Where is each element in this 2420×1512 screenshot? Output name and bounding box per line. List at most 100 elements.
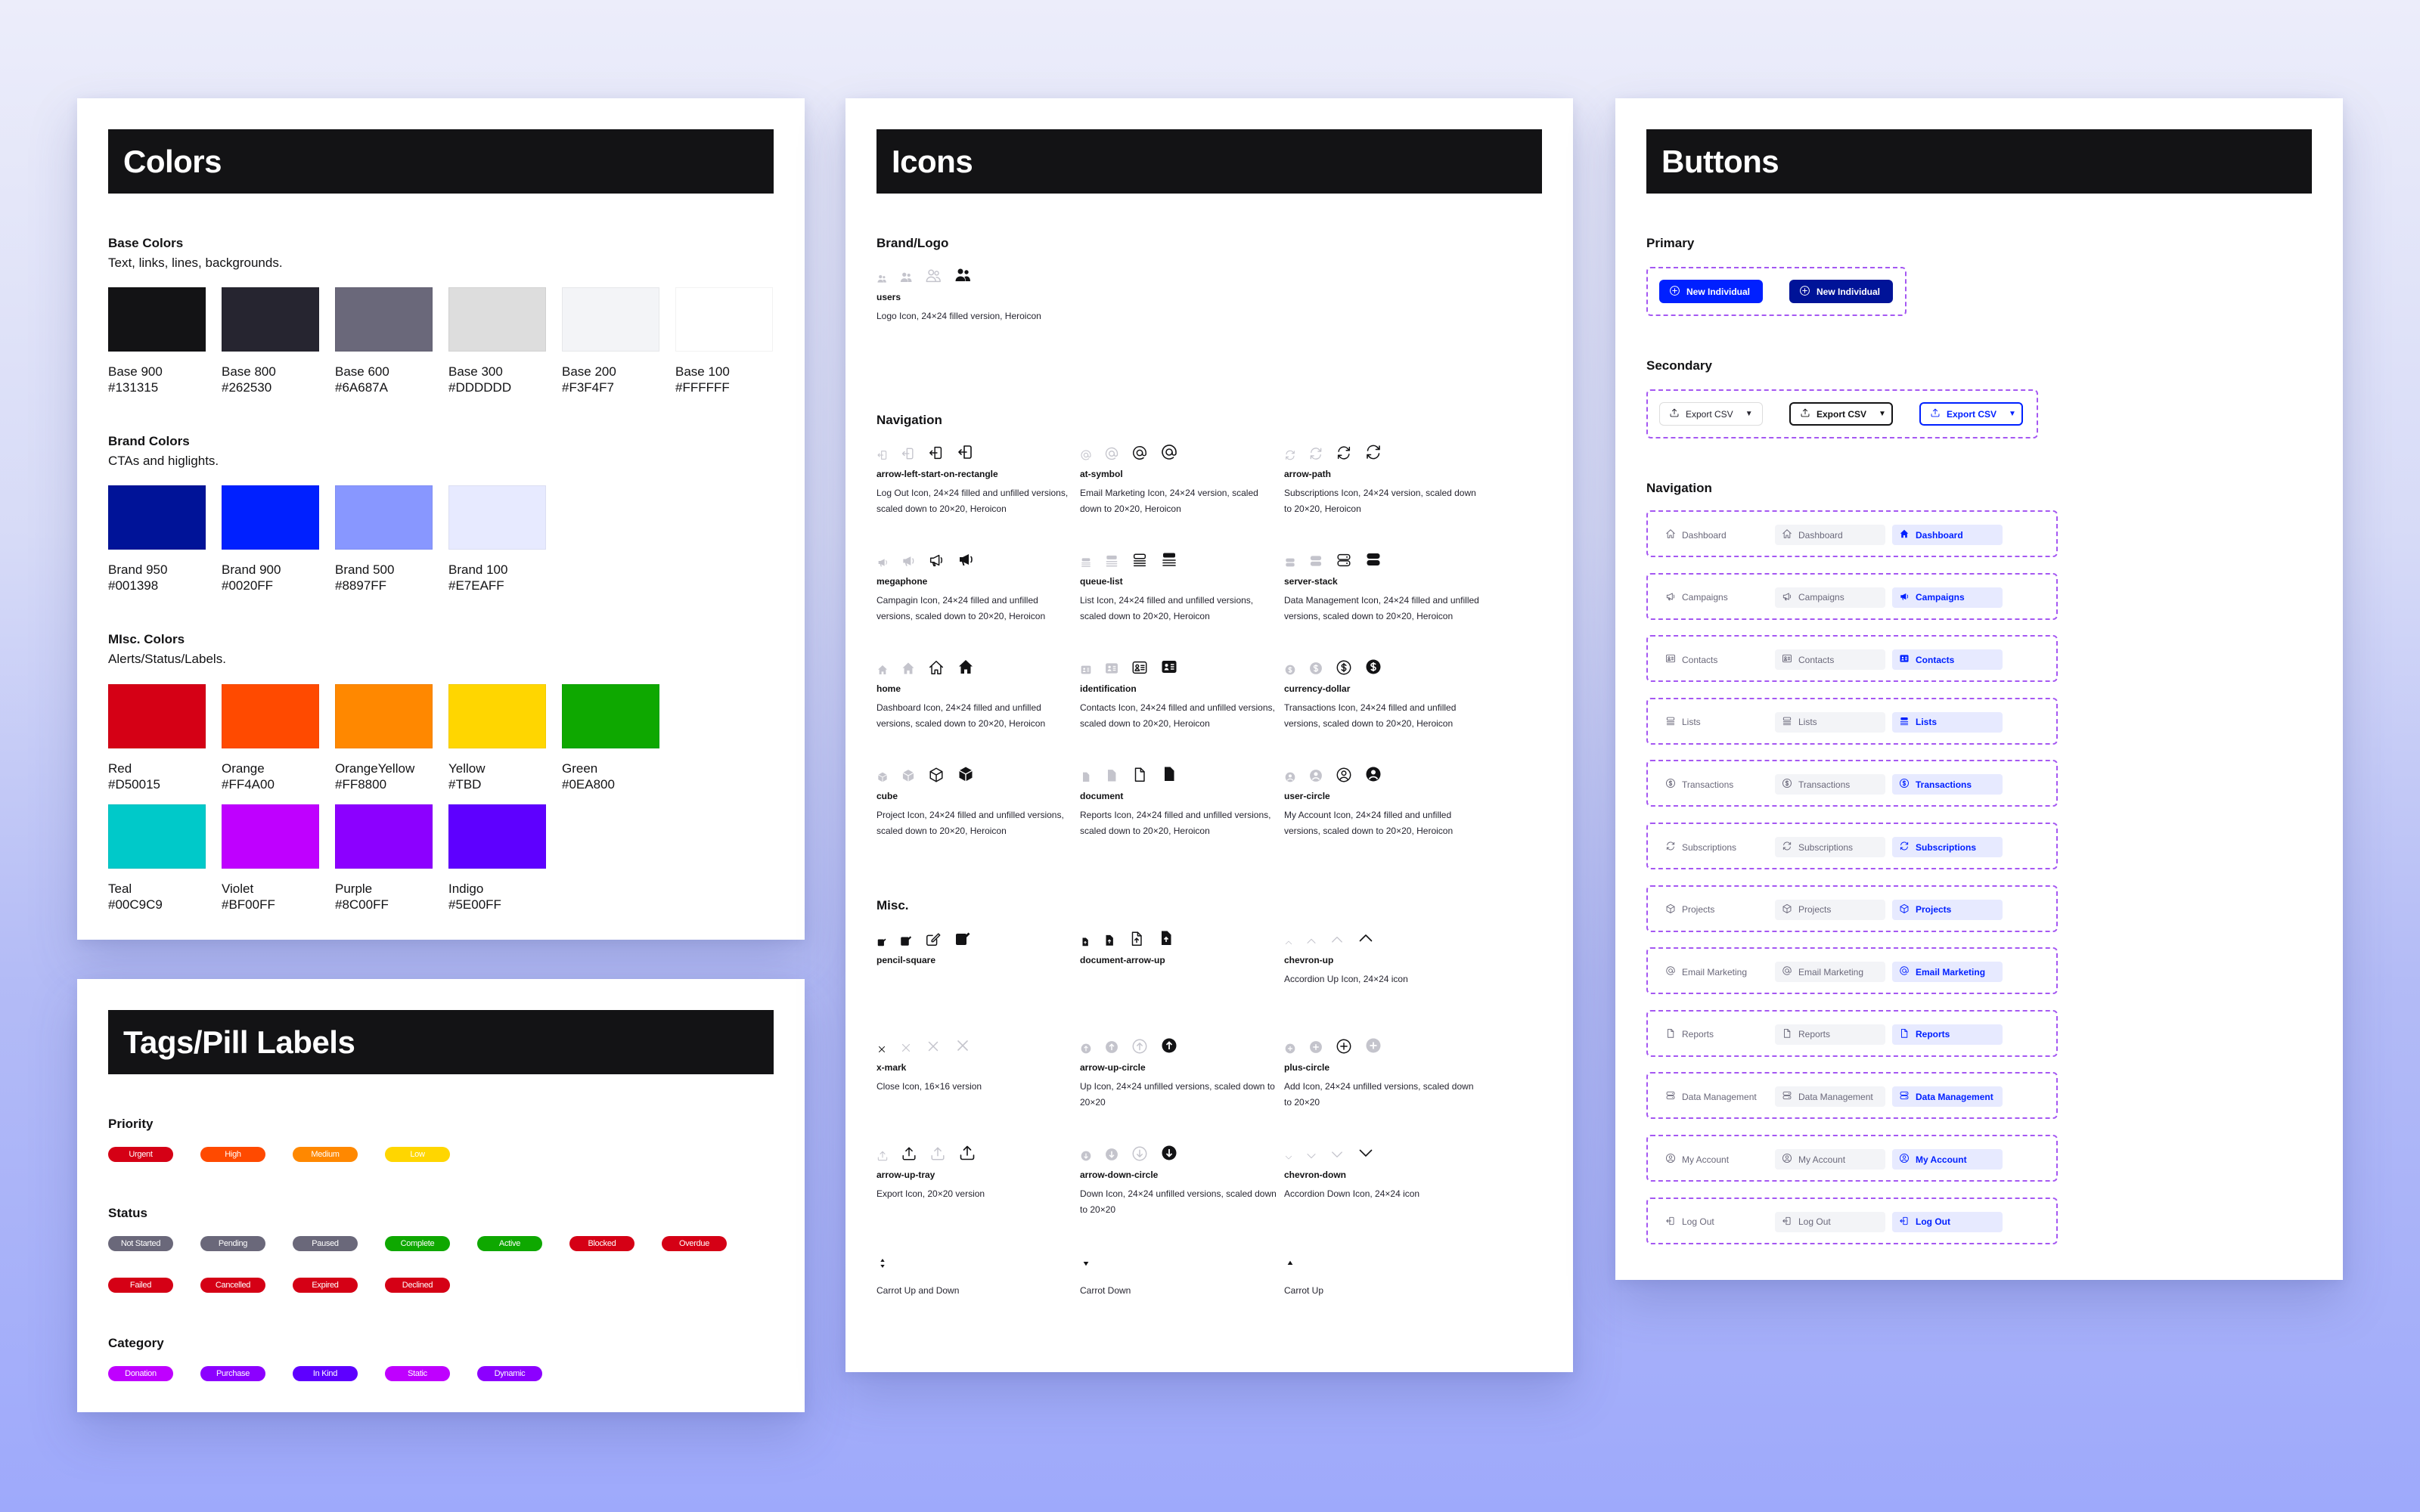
icon-description: Project Icon, 24×24 filled and unfilled … — [876, 810, 1064, 836]
document-icon — [1104, 768, 1119, 783]
home-icon — [1665, 528, 1676, 541]
nav-item-projects-default[interactable]: Projects — [1658, 900, 1769, 920]
icon-description: Logo Icon, 24×24 filled version, Heroico… — [876, 311, 1041, 321]
user-circle-icon — [1308, 768, 1323, 783]
queue-list-icon — [1104, 553, 1119, 569]
icon-description: Reports Icon, 24×24 filled and unfilled … — [1080, 810, 1271, 836]
nav-item-transactions-active[interactable]: Transactions — [1892, 774, 2003, 795]
nav-item-label: Email Marketing — [1798, 966, 1864, 978]
arrow-down-circle-icon — [1080, 1150, 1092, 1162]
nav-item-dashboard-active[interactable]: Dashboard — [1892, 525, 2003, 545]
swatch-hex: #FFFFFF — [675, 380, 730, 395]
pencil-square-icon — [876, 937, 887, 947]
swatch-hex: #6A687A — [335, 380, 388, 395]
nav-item-subscriptions-default[interactable]: Subscriptions — [1658, 837, 1769, 857]
arrow-left-start-on-rectangle-icon — [1899, 1216, 1910, 1228]
arrow-up-circle-icon — [1080, 1043, 1092, 1055]
icon-cell-document-arrow-up: document-arrow-up — [1080, 926, 1277, 965]
nav-item-my-account-active[interactable]: My Account — [1892, 1149, 2003, 1170]
nav-item-contacts-active[interactable]: Contacts — [1892, 649, 2003, 671]
nav-item-reports-default[interactable]: Reports — [1658, 1024, 1769, 1045]
at-symbol-icon — [1782, 965, 1792, 978]
nav-item-subscriptions-hover[interactable]: Subscriptions — [1775, 837, 1885, 857]
color-chip — [335, 485, 433, 550]
icon-cell-at-symbol: at-symbol Email Marketing Icon, 24×24 ver… — [1080, 440, 1277, 517]
swatch-name: Indigo — [448, 881, 484, 896]
export-csv-button-hover[interactable]: Export CSV ▼ — [1789, 402, 1893, 426]
nav-item-my-account-hover[interactable]: My Account — [1775, 1149, 1885, 1170]
icon-variants — [1080, 762, 1277, 783]
export-csv-button-active[interactable]: Export CSV ▼ — [1919, 402, 2023, 426]
nav-item-my-account-default[interactable]: My Account — [1658, 1149, 1769, 1170]
pill-label: Not Started — [108, 1236, 173, 1251]
nav-item-projects-hover[interactable]: Projects — [1775, 899, 1885, 920]
color-chip — [562, 684, 659, 748]
nav-item-projects-active[interactable]: Projects — [1892, 899, 2003, 920]
nav-item-lists-active[interactable]: Lists — [1892, 711, 2003, 733]
pill-label: Low — [385, 1147, 450, 1162]
nav-item-label: Data Management — [1916, 1091, 1993, 1102]
home-icon — [1899, 528, 1910, 541]
swatch-hex: #8C00FF — [335, 897, 389, 912]
server-stack-icon — [1284, 556, 1296, 569]
new-individual-button-hover[interactable]: New Individual — [1789, 280, 1893, 303]
nav-item-lists-hover[interactable]: Lists — [1775, 711, 1885, 733]
icon-cell-megaphone: megaphone Campagin Icon, 24×24 filled and… — [876, 547, 1073, 624]
new-individual-button-default[interactable]: New Individual — [1659, 280, 1763, 303]
icon-name: megaphone — [876, 576, 928, 587]
nav-item-lists-default[interactable]: Lists — [1658, 712, 1769, 733]
nav-item-dashboard-default[interactable]: Dashboard — [1658, 525, 1769, 545]
at-symbol-icon — [1899, 965, 1910, 978]
button-label: Export CSV — [1947, 408, 1997, 420]
nav-item-transactions-default[interactable]: Transactions — [1658, 774, 1769, 795]
nav-item-contacts-hover[interactable]: Contacts — [1775, 649, 1885, 671]
export-csv-button-default[interactable]: Export CSV ▼ — [1659, 402, 1763, 426]
at-symbol-icon — [1160, 443, 1178, 461]
server-stack-icon — [1665, 1090, 1676, 1103]
identification-icon — [1665, 653, 1676, 666]
icon-name: chevron-down — [1284, 1170, 1347, 1180]
priority-pills: Urgent High Medium Low — [108, 1147, 450, 1162]
icon-name: user-circle — [1284, 791, 1330, 801]
nav-item-label: Lists — [1682, 717, 1701, 728]
nav-item-reports-hover[interactable]: Reports — [1775, 1024, 1885, 1045]
nav-item-contacts-default[interactable]: Contacts — [1658, 649, 1769, 670]
icon-variants — [876, 1033, 1073, 1055]
nav-item-label: Campaigns — [1682, 592, 1728, 603]
nav-item-email-marketing-active[interactable]: Email Marketing — [1892, 962, 2003, 983]
color-swatch: Base 300 #DDDDDD — [448, 287, 546, 395]
at-symbol-icon — [1104, 446, 1119, 461]
megaphone-icon — [1782, 591, 1792, 604]
server-stack-icon — [1364, 550, 1382, 569]
nav-item-reports-active[interactable]: Reports — [1892, 1024, 2003, 1045]
icon-name: x-mark — [876, 1062, 907, 1073]
nav-item-campaigns-active[interactable]: Campaigns — [1892, 587, 2003, 608]
color-swatch: Indigo #5E00FF — [448, 804, 546, 912]
nav-item-log-out-hover[interactable]: Log Out — [1775, 1211, 1885, 1232]
color-chip — [448, 684, 546, 748]
color-swatch: Base 100 #FFFFFF — [675, 287, 773, 395]
nav-item-label: Campaigns — [1798, 592, 1844, 603]
nav-item-campaigns-default[interactable]: Campaigns — [1658, 587, 1769, 608]
identification-icon — [1080, 664, 1092, 676]
nav-item-email-marketing-default[interactable]: Email Marketing — [1658, 962, 1769, 982]
nav-item-campaigns-hover[interactable]: Campaigns — [1775, 587, 1885, 608]
chevron-down-icon — [1357, 1144, 1375, 1162]
identification-icon — [1160, 658, 1178, 676]
identification-icon — [1104, 661, 1119, 676]
nav-item-subscriptions-active[interactable]: Subscriptions — [1892, 837, 2003, 857]
plus-circle-icon — [1284, 1043, 1296, 1055]
color-chip — [448, 804, 546, 869]
arrow-up-tray-icon — [1669, 407, 1680, 420]
nav-item-log-out-default[interactable]: Log Out — [1658, 1212, 1769, 1232]
document-icon — [1782, 1028, 1792, 1041]
nav-item-email-marketing-hover[interactable]: Email Marketing — [1775, 962, 1885, 983]
nav-item-data-management-active[interactable]: Data Management — [1892, 1086, 2003, 1108]
nav-item-dashboard-hover[interactable]: Dashboard — [1775, 525, 1885, 545]
users-icon — [899, 271, 913, 284]
nav-item-data-management-hover[interactable]: Data Management — [1775, 1086, 1885, 1108]
nav-item-data-management-default[interactable]: Data Management — [1658, 1086, 1769, 1107]
nav-item-transactions-hover[interactable]: Transactions — [1775, 774, 1885, 795]
nav-item-label: Reports — [1682, 1029, 1714, 1040]
nav-item-log-out-active[interactable]: Log Out — [1892, 1211, 2003, 1232]
